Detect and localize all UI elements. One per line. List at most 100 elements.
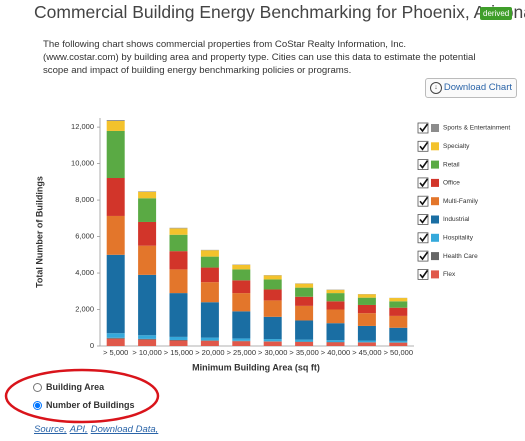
bar-segment [138, 274, 157, 336]
x-axis-title: Minimum Building Area (sq ft) [192, 362, 320, 372]
bar-segment [295, 341, 314, 346]
link[interactable]: Source, [34, 424, 67, 435]
y-tick-label: 0 [90, 341, 94, 350]
legend-check [419, 269, 429, 279]
radio-button[interactable] [33, 400, 42, 410]
bar-segment [389, 327, 408, 341]
bar-segment [169, 234, 188, 252]
legend-swatch [431, 124, 439, 132]
button-label: Download Chart [443, 82, 512, 93]
radio-option[interactable]: Building Area [33, 382, 104, 392]
bar-segment [200, 250, 219, 257]
bar-segment [263, 275, 282, 280]
x-tick-label: > 30,000 [258, 348, 287, 357]
legend-checkbox[interactable] [417, 140, 429, 152]
download-icon: ↓ [430, 82, 442, 94]
links: Source, API, Download Data, [34, 424, 161, 435]
legend-label: Hospitality [443, 235, 474, 242]
legend-checkbox[interactable] [417, 232, 429, 244]
legend-check [419, 160, 429, 169]
bar-segment [326, 293, 345, 302]
x-tick-label: > 25,000 [227, 348, 256, 357]
bar-segment [106, 338, 125, 346]
x-tick-label: > 15,000 [164, 348, 193, 357]
y-tick-label: 4,000 [75, 268, 94, 277]
bar-segment [232, 338, 251, 341]
bar-segment [326, 342, 345, 346]
x-tick-label: > 10,000 [132, 348, 161, 357]
bar-segment [263, 289, 282, 301]
bar-segment [389, 301, 408, 308]
legend-checkbox[interactable] [417, 177, 429, 189]
bar-segment [357, 297, 376, 305]
legend-checkbox[interactable] [417, 195, 429, 207]
x-tick-label: > 40,000 [321, 348, 350, 357]
link[interactable]: API, [69, 424, 88, 435]
bar-segment [138, 191, 157, 192]
bar-segment [389, 298, 408, 302]
bar-segment [200, 282, 219, 303]
bar-segment [200, 302, 219, 338]
bar-segment [138, 245, 157, 275]
bar-segment [138, 221, 157, 246]
bar-segment [263, 279, 282, 290]
bar-segment [263, 316, 282, 340]
legend-swatch [431, 160, 439, 169]
bar-segment [138, 198, 157, 222]
bar-segment [357, 304, 376, 314]
radio-option[interactable]: Number of Buildings [33, 400, 135, 410]
bar-segment [200, 337, 219, 341]
bar-segment [357, 325, 376, 341]
legend-swatch [431, 142, 439, 151]
radio-label: Building Area [46, 382, 105, 392]
legend-checkbox[interactable] [417, 250, 429, 262]
bar-segment [357, 294, 376, 298]
link[interactable]: Download Data, [90, 424, 159, 435]
bar-segment [106, 178, 125, 216]
description: The following chart shows commercial pro… [43, 39, 476, 76]
legend-checkbox[interactable] [417, 159, 429, 171]
legend-check [419, 178, 429, 188]
legend-checkbox[interactable] [417, 214, 429, 225]
bar-segment [200, 340, 219, 346]
legend-checkbox[interactable] [417, 122, 429, 134]
bar-segment [295, 296, 314, 306]
bar-segment [169, 293, 188, 337]
bar-segment [263, 339, 282, 342]
bar-segment [389, 315, 408, 328]
legend-checkbox[interactable] [417, 268, 429, 280]
bar-segment [200, 267, 219, 283]
bar-segment [138, 338, 157, 340]
legend-check [419, 141, 429, 151]
y-tick-label: 12,000 [71, 122, 94, 131]
bar-segment [326, 340, 345, 342]
legend-label: Office [443, 180, 460, 187]
bar-segment [389, 340, 408, 343]
bar-segment [200, 340, 219, 341]
bar-segment [326, 289, 345, 294]
y-tick-label: 8,000 [75, 195, 94, 204]
legend-swatch [431, 252, 439, 261]
legend-label: Sports & Entertainment [443, 125, 510, 132]
bar-segment [138, 335, 157, 339]
x-tick-label: > 50,000 [384, 348, 413, 357]
x-tick-label: > 35,000 [289, 348, 318, 357]
bar-segment [232, 264, 251, 270]
bar-segment [389, 307, 408, 316]
legend-label: Health Care [443, 253, 478, 260]
legend-label: Specialty [443, 143, 470, 150]
bar-segment [326, 309, 345, 324]
bar-segment [200, 256, 219, 268]
page-title: Commercial Building Energy Benchmarking … [34, 2, 525, 22]
bar-segment [232, 280, 251, 294]
download-chart-button[interactable]: ↓ Download Chart [425, 78, 517, 98]
legend-check [419, 233, 429, 243]
legend-swatch [431, 197, 439, 206]
bar-segment [106, 333, 125, 338]
bar-segment [326, 323, 345, 341]
x-tick-label: > 45,000 [352, 348, 381, 357]
bar-segment [357, 342, 376, 346]
radio-button[interactable] [33, 382, 42, 392]
